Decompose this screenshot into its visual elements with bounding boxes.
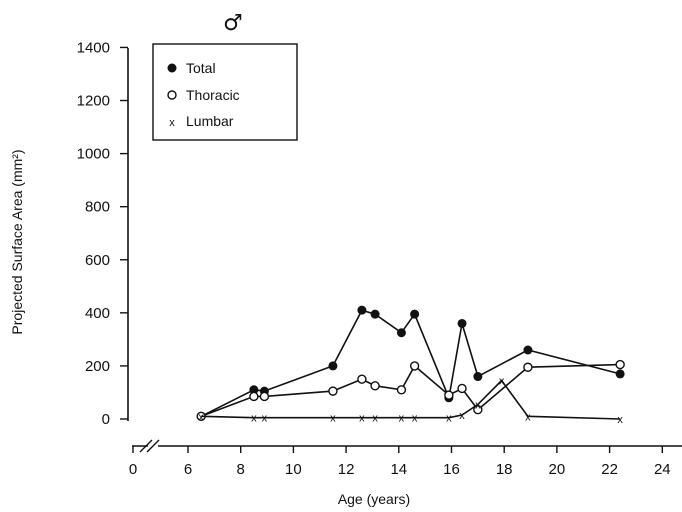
x-tick-label: 8	[237, 461, 245, 478]
data-point-total	[396, 328, 406, 338]
data-point-thoracic	[409, 361, 420, 371]
y-tick-label: 400	[85, 305, 110, 322]
x-tick-label: 18	[496, 461, 513, 478]
y-axis-label: Projected Surface Area (mm²)	[9, 149, 25, 334]
data-point-thoracic	[473, 405, 483, 415]
y-tick-label: 200	[85, 358, 110, 375]
data-point-total	[615, 369, 625, 379]
series-line-lumbar	[201, 379, 621, 420]
data-point-total	[328, 361, 338, 371]
data-point-thoracic	[249, 391, 259, 402]
data-point-thoracic	[457, 383, 467, 394]
data-point-lumbar: x	[412, 413, 418, 425]
data-point-lumbar: x	[399, 413, 405, 425]
data-point-lumbar: x	[617, 414, 623, 426]
data-point-total	[473, 372, 483, 382]
x-tick-label: 22	[601, 461, 618, 478]
data-point-thoracic	[444, 390, 454, 400]
x-tick-label: 10	[285, 461, 302, 478]
y-tick-label: 1400	[77, 39, 110, 56]
data-point-lumbar: x	[262, 413, 268, 425]
data-point-lumbar: x	[251, 413, 257, 425]
data-point-thoracic	[259, 391, 270, 402]
data-point-lumbar: x	[330, 413, 336, 425]
y-tick-label: 1200	[77, 93, 110, 110]
legend: Total Thoracic x Lumbar	[152, 43, 298, 141]
y-ticks: 0 200 400 600 800 1000 1200 1400	[77, 39, 128, 428]
data-point-thoracic	[357, 374, 367, 384]
legend-label-total: Total	[186, 60, 216, 76]
legend-marker-thoracic	[167, 90, 177, 100]
legend-box	[152, 43, 298, 141]
x-axis-label: Age (years)	[338, 491, 410, 507]
data-point-lumbar: x	[372, 413, 378, 425]
x-tick-label: 20	[549, 461, 566, 478]
data-point-lumbar: x	[198, 411, 204, 423]
data-point-thoracic	[396, 385, 407, 395]
data-point-total	[370, 309, 380, 319]
data-point-total	[249, 385, 259, 395]
data-point-lumbar: x	[446, 413, 452, 425]
x-ticks: 0 6 8 10 12 14 16 18 20 22 24	[129, 446, 671, 478]
y-tick-label: 800	[85, 199, 110, 216]
data-point-total	[523, 345, 533, 355]
legend-marker-lumbar: x	[169, 117, 175, 129]
x-tick-label: 6	[184, 461, 192, 478]
data-point-thoracic	[370, 381, 380, 391]
legend-label-lumbar: Lumbar	[186, 113, 234, 129]
data-point-lumbar: x	[359, 413, 365, 425]
y-tick-label: 1000	[77, 146, 110, 163]
y-tick-label: 0	[102, 411, 110, 428]
x-tick-label: 12	[338, 461, 355, 478]
data-point-lumbar: x	[499, 376, 505, 388]
x-tick-label: 14	[390, 461, 407, 478]
male-symbol: ♂	[223, 11, 243, 36]
data-point-total	[457, 318, 467, 328]
data-point-lumbar: x	[475, 399, 481, 411]
data-point-lumbar: x	[459, 410, 465, 422]
data-point-total	[357, 305, 367, 315]
data-point-thoracic	[523, 362, 533, 372]
axis-break-icon	[139, 439, 160, 453]
data-point-total	[410, 309, 420, 319]
data-point-lumbar: x	[525, 411, 531, 423]
data-point-thoracic	[328, 386, 338, 396]
legend-label-thoracic: Thoracic	[186, 87, 240, 103]
legend-marker-total	[167, 63, 177, 73]
x-tick-label: 0	[129, 461, 137, 478]
y-tick-label: 600	[85, 252, 110, 269]
x-tick-label: 24	[654, 461, 671, 478]
data-point-thoracic	[615, 359, 625, 370]
x-tick-label: 16	[443, 461, 460, 478]
